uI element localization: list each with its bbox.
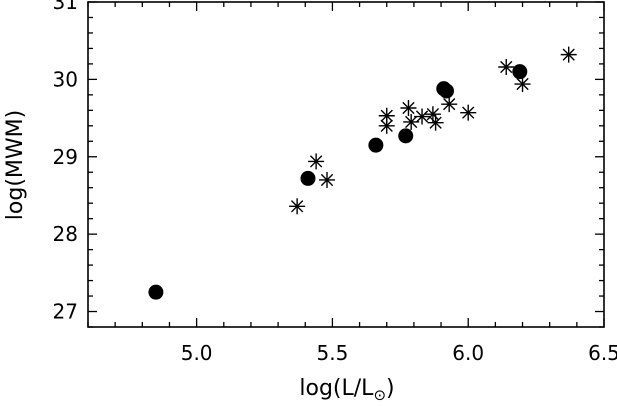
data-points — [148, 46, 577, 300]
x-axis-ticks — [87, 2, 605, 327]
filled-circle-point — [438, 83, 454, 99]
y-axis-tick-labels: 27 28 29 30 31 — [53, 0, 78, 324]
asterisk-point — [400, 100, 417, 117]
asterisk-point — [498, 59, 515, 75]
y-axis-ticks — [88, 1, 604, 328]
x-axis-tick-labels: 5.0 5.5 6.0 6.5 — [181, 341, 617, 365]
x-axis-title: log(L/L⊙) — [299, 376, 394, 404]
asterisk-point — [427, 114, 444, 131]
y-tick-label: 29 — [53, 145, 78, 169]
x-tick-label: 5.0 — [181, 341, 213, 365]
asterisk-point — [289, 198, 306, 215]
x-tick-label: 5.5 — [317, 341, 349, 365]
asterisk-point — [514, 76, 531, 93]
x-tick-label: 6.0 — [452, 341, 484, 365]
filled-circle-point — [368, 137, 384, 153]
y-tick-label: 28 — [53, 222, 78, 246]
plot-frame — [87, 1, 605, 328]
filled-circle-point — [148, 284, 164, 300]
y-tick-label: 27 — [53, 300, 78, 324]
asterisk-point — [318, 171, 335, 188]
x-axis-title-subscript: ⊙ — [373, 386, 386, 404]
filled-circle-point — [512, 64, 528, 80]
asterisk-point — [308, 153, 325, 170]
asterisk-point — [460, 104, 477, 121]
y-tick-label: 31 — [53, 0, 78, 14]
filled-circle-point — [300, 170, 316, 186]
asterisk-point — [560, 46, 577, 63]
x-tick-label: 6.5 — [588, 341, 617, 365]
y-tick-label: 30 — [53, 67, 78, 91]
plot-border — [87, 1, 605, 328]
filled-circle-point — [398, 128, 414, 144]
asterisk-point — [414, 108, 431, 125]
asterisk-point — [403, 113, 420, 130]
asterisk-point — [378, 117, 395, 134]
asterisk-point — [441, 96, 458, 113]
y-axis-title: log(MWM) — [3, 110, 28, 220]
